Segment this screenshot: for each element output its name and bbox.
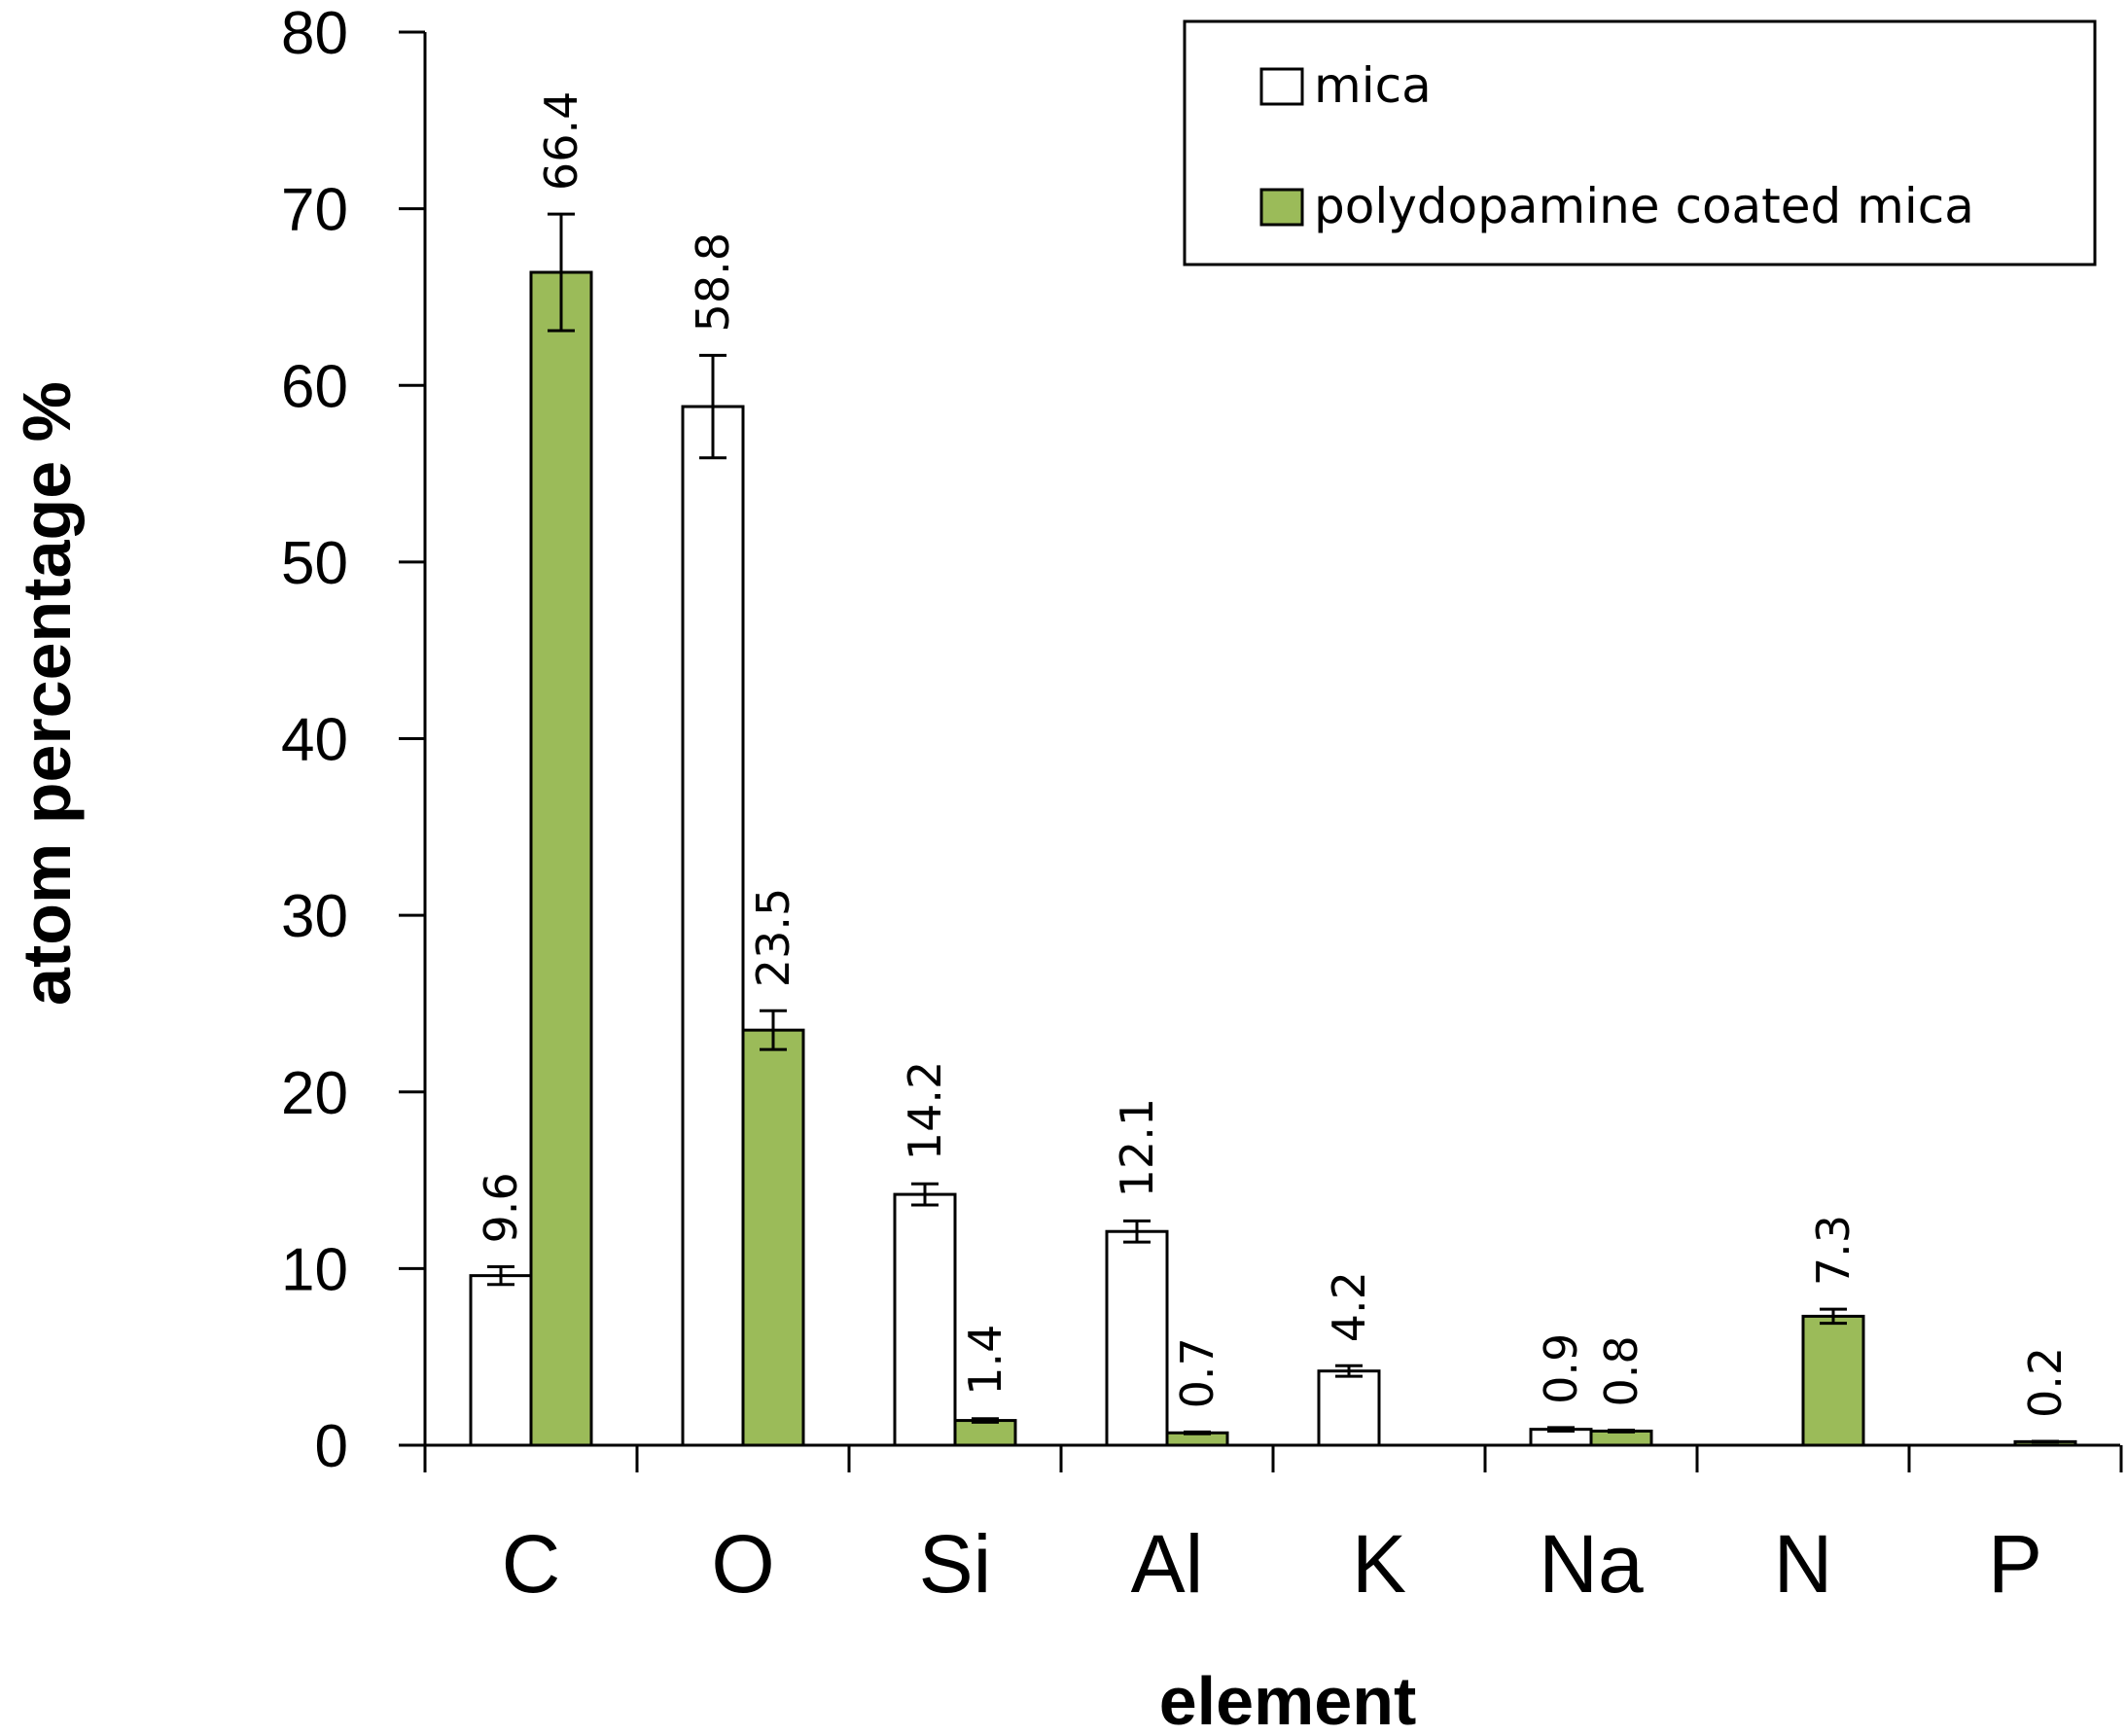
y-tick-label: 10	[281, 1236, 348, 1303]
data-label: 12.1	[1111, 1098, 1163, 1197]
legend-swatch	[1259, 67, 1304, 106]
data-label: 66.4	[535, 91, 587, 191]
axes	[399, 32, 2123, 1472]
legend-swatch	[1259, 188, 1304, 227]
x-axis-labels: C O Si Al K Na N P	[502, 1518, 2042, 1610]
x-tick-label: N	[1774, 1518, 1833, 1610]
error-bar	[487, 1265, 514, 1287]
x-tick-label: O	[711, 1518, 774, 1610]
x-tick-label: K	[1352, 1518, 1406, 1610]
error-bar	[2032, 1439, 2059, 1444]
data-label: 14.2	[899, 1061, 951, 1160]
data-label: 0.9	[1535, 1333, 1587, 1404]
bar-mica-O	[681, 405, 745, 1447]
y-tick-label: 20	[281, 1060, 348, 1127]
y-tick-label: 0	[315, 1413, 348, 1480]
x-tick-label: Al	[1131, 1518, 1204, 1610]
y-tick-label: 70	[281, 177, 348, 244]
y-tick-label: 50	[281, 530, 348, 597]
y-axis-title: atom percentage %	[9, 381, 85, 1006]
bar-polydopamine-coated-mica-C	[529, 270, 593, 1447]
x-tick-label: P	[1988, 1518, 2042, 1610]
bar-mica-C	[469, 1274, 533, 1447]
x-axis-title: element	[1159, 1663, 1417, 1736]
data-label: 58.8	[687, 232, 739, 332]
error-bar	[1547, 1426, 1575, 1433]
data-label: 0.2	[2019, 1347, 2072, 1418]
error-bar	[911, 1182, 939, 1207]
y-axis-ticks: 0 10 20 30 40 50 60 70 80	[281, 0, 425, 1480]
error-bar	[1123, 1219, 1151, 1244]
error-bar	[1608, 1429, 1635, 1434]
legend-box	[1183, 19, 2097, 266]
bar-polydopamine-coated-mica-N	[1801, 1314, 1865, 1447]
data-label: 1.4	[959, 1325, 1011, 1396]
error-bar	[699, 353, 726, 460]
error-bar	[1820, 1307, 1847, 1326]
bar-mica-K	[1317, 1369, 1381, 1447]
x-tick-label: Na	[1539, 1518, 1644, 1610]
data-label: 9.6	[475, 1172, 527, 1243]
bar-polydopamine-coated-mica-O	[741, 1028, 805, 1447]
data-label: 7.3	[1807, 1215, 1860, 1286]
y-tick-label: 60	[281, 353, 348, 420]
legend-label: polydopamine coated mica	[1314, 178, 1974, 234]
y-tick-label: 40	[281, 707, 348, 774]
error-bar	[548, 212, 575, 333]
legend: mica polydopamine coated mica	[1183, 19, 2097, 266]
x-tick-label: C	[502, 1518, 561, 1610]
bar-mica-Si	[893, 1192, 957, 1447]
error-bar	[1335, 1364, 1363, 1378]
data-label: 0.7	[1171, 1337, 1223, 1408]
data-labels: 9.6 58.8 14.2 12.1 4.2 0.9 66.4 23.5 1.4 0.7 0.8 7.…	[475, 91, 2072, 1418]
bar-mica-Al	[1105, 1229, 1169, 1447]
bar-polydopamine-coated-mica-Si	[953, 1419, 1017, 1447]
error-bar	[760, 1009, 787, 1051]
x-tick-label: Si	[919, 1518, 992, 1610]
error-bar	[972, 1417, 999, 1424]
y-tick-label: 30	[281, 883, 348, 950]
data-label: 4.2	[1323, 1271, 1375, 1342]
error-bar	[1184, 1430, 1211, 1435]
y-tick-label: 80	[281, 0, 348, 67]
data-label: 0.8	[1595, 1335, 1648, 1406]
error-bars	[487, 212, 2059, 1444]
legend-label: mica	[1314, 57, 1432, 114]
data-label: 23.5	[747, 888, 799, 987]
